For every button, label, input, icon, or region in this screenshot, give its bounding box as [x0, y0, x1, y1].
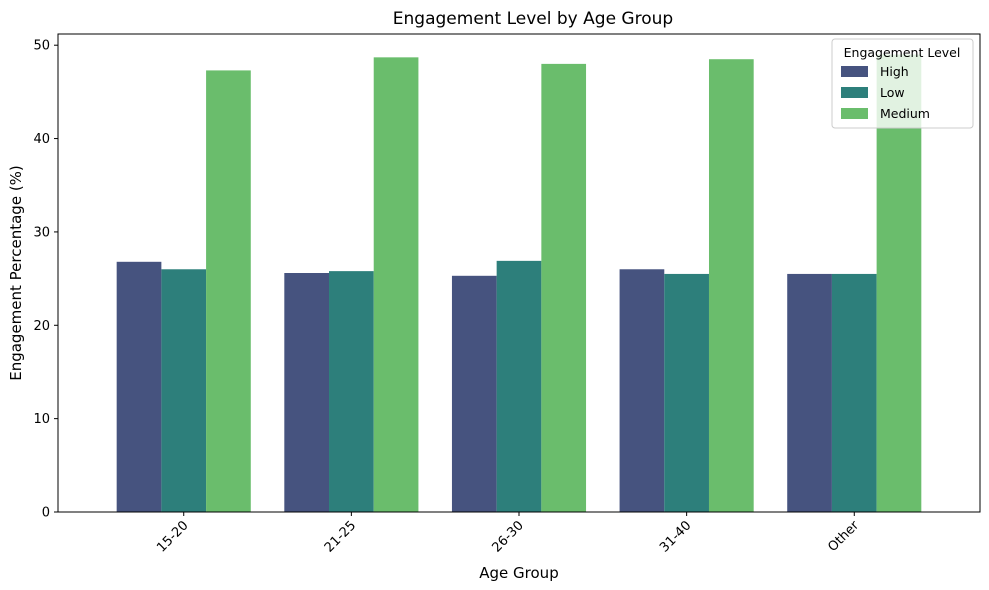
- bar-high-15-20: [116, 261, 162, 512]
- legend-box: [831, 38, 974, 129]
- x-axis: 15-20 21-25 26-30 31-40 Other: [154, 512, 863, 556]
- x-tick-label: Other: [825, 518, 862, 555]
- legend-label-medium: Medium: [880, 106, 930, 121]
- legend: Engagement Level High Low Medium: [831, 38, 974, 129]
- bar-high-31-40: [619, 269, 665, 512]
- y-tick-label: 30: [33, 225, 50, 240]
- bar-low-26-30: [496, 260, 542, 512]
- y-tick-label: 20: [33, 319, 50, 334]
- bar-high-other: [787, 273, 832, 512]
- y-tick-label: 50: [33, 39, 50, 54]
- bar-medium-21-25: [373, 57, 419, 513]
- x-axis-label: Age Group: [479, 564, 558, 582]
- y-tick-label: 0: [42, 506, 50, 521]
- legend-label-low: Low: [880, 85, 905, 100]
- bar-high-21-25: [284, 273, 330, 512]
- bar-low-15-20: [161, 269, 207, 512]
- y-tick-label: 40: [33, 132, 50, 147]
- bar-medium-15-20: [206, 70, 251, 512]
- bar-high-26-30: [451, 275, 497, 512]
- legend-title: Engagement Level: [844, 45, 961, 60]
- bar-medium-other: [876, 54, 922, 512]
- bar-low-21-25: [329, 271, 374, 512]
- x-tick-label: 26-30: [490, 518, 527, 555]
- x-tick-label: 31-40: [657, 518, 694, 555]
- legend-label-high: High: [880, 64, 909, 79]
- bar-medium-31-40: [708, 59, 754, 513]
- x-tick-label: 21-25: [322, 518, 359, 555]
- legend-swatch-medium: [841, 108, 868, 119]
- bars-layer: [116, 54, 922, 513]
- legend-swatch-low: [841, 87, 868, 98]
- bar-low-other: [831, 273, 877, 512]
- bar-medium-26-30: [541, 63, 587, 513]
- y-tick-label: 10: [33, 412, 50, 427]
- legend-items: High Low Medium: [841, 64, 930, 121]
- legend-swatch-high: [841, 66, 868, 77]
- x-tick-label: 15-20: [154, 518, 191, 555]
- bar-low-31-40: [664, 273, 709, 512]
- y-axis: 0 10 20 30 40 50: [33, 39, 58, 521]
- y-axis-label: Engagement Percentage (%): [7, 165, 25, 381]
- chart-title: Engagement Level by Age Group: [393, 9, 673, 29]
